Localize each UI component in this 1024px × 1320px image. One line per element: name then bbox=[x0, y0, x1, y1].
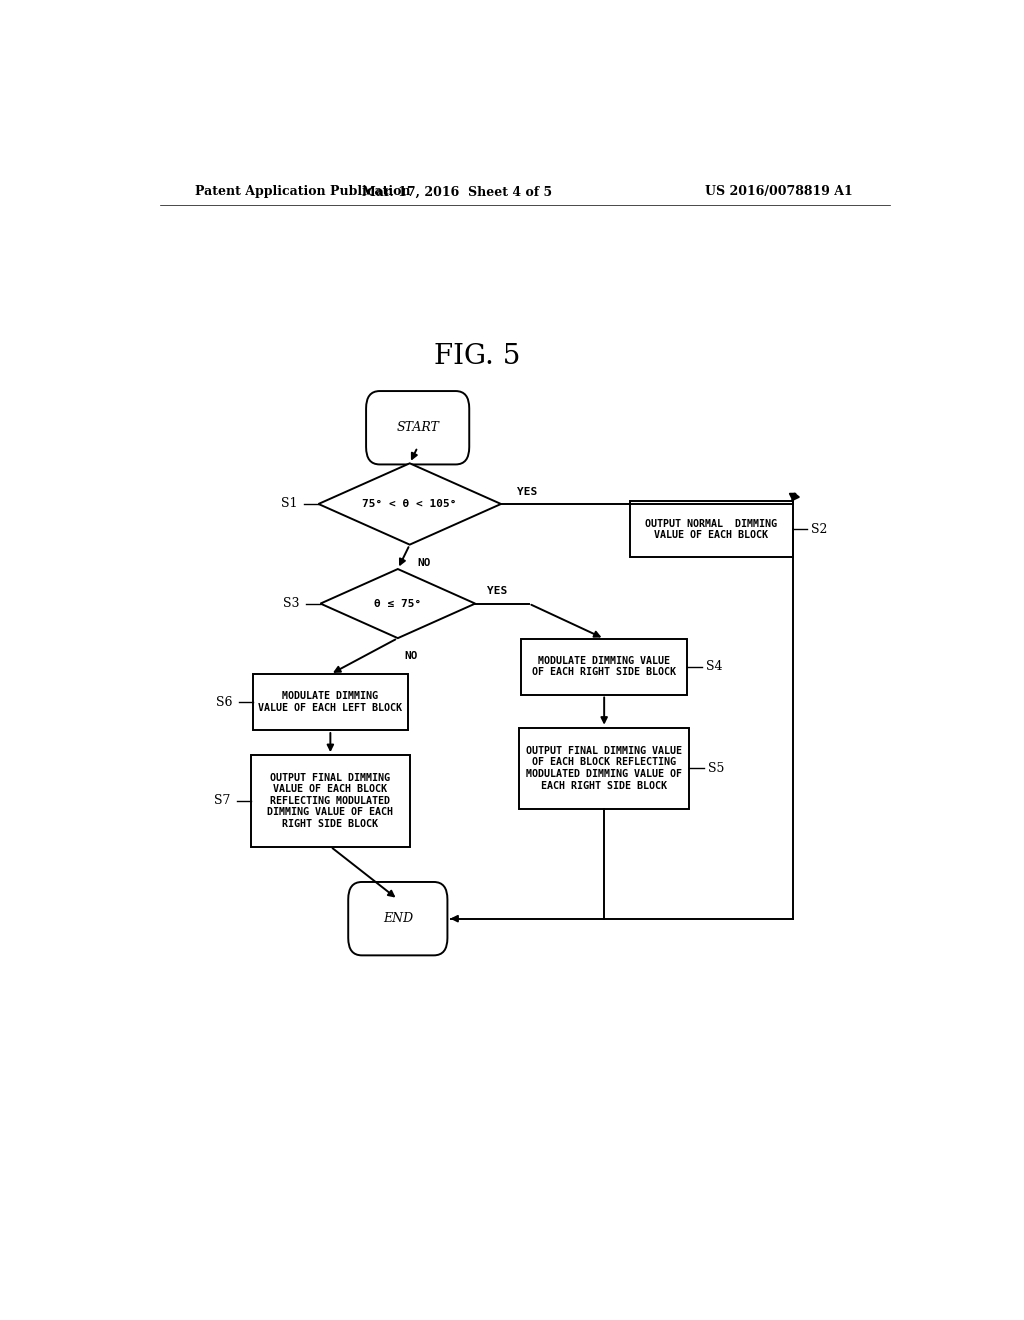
FancyBboxPatch shape bbox=[348, 882, 447, 956]
Text: US 2016/0078819 A1: US 2016/0078819 A1 bbox=[705, 185, 853, 198]
Text: S5: S5 bbox=[708, 762, 724, 775]
Text: S4: S4 bbox=[706, 660, 722, 673]
Text: NO: NO bbox=[404, 652, 418, 661]
Text: 75° < θ < 105°: 75° < θ < 105° bbox=[362, 499, 457, 510]
Text: FIG. 5: FIG. 5 bbox=[434, 343, 520, 370]
Polygon shape bbox=[321, 569, 475, 638]
Text: OUTPUT NORMAL  DIMMING
VALUE OF EACH BLOCK: OUTPUT NORMAL DIMMING VALUE OF EACH BLOC… bbox=[645, 519, 777, 540]
FancyBboxPatch shape bbox=[367, 391, 469, 465]
Text: NO: NO bbox=[418, 558, 431, 568]
Text: OUTPUT FINAL DIMMING VALUE
OF EACH BLOCK REFLECTING
MODULATED DIMMING VALUE OF
E: OUTPUT FINAL DIMMING VALUE OF EACH BLOCK… bbox=[526, 746, 682, 791]
Text: OUTPUT FINAL DIMMING
VALUE OF EACH BLOCK
REFLECTING MODULATED
DIMMING VALUE OF E: OUTPUT FINAL DIMMING VALUE OF EACH BLOCK… bbox=[267, 772, 393, 829]
Text: Patent Application Publication: Patent Application Publication bbox=[196, 185, 411, 198]
Text: START: START bbox=[396, 421, 439, 434]
Text: MODULATE DIMMING VALUE
OF EACH RIGHT SIDE BLOCK: MODULATE DIMMING VALUE OF EACH RIGHT SID… bbox=[532, 656, 676, 677]
Text: YES: YES bbox=[517, 487, 538, 496]
Polygon shape bbox=[318, 463, 501, 545]
Bar bbox=[630, 502, 793, 557]
Text: YES: YES bbox=[487, 586, 507, 597]
Bar bbox=[253, 675, 408, 730]
Text: θ ≤ 75°: θ ≤ 75° bbox=[374, 598, 422, 609]
Text: S6: S6 bbox=[216, 696, 232, 709]
Bar bbox=[521, 639, 687, 694]
Text: END: END bbox=[383, 912, 413, 925]
Text: S7: S7 bbox=[214, 795, 230, 808]
Text: S1: S1 bbox=[282, 498, 298, 511]
Bar bbox=[519, 727, 689, 809]
Text: S3: S3 bbox=[284, 597, 300, 610]
Text: Mar. 17, 2016  Sheet 4 of 5: Mar. 17, 2016 Sheet 4 of 5 bbox=[362, 185, 552, 198]
Text: S2: S2 bbox=[811, 523, 827, 536]
Text: MODULATE DIMMING
VALUE OF EACH LEFT BLOCK: MODULATE DIMMING VALUE OF EACH LEFT BLOC… bbox=[258, 692, 402, 713]
Bar bbox=[251, 755, 410, 846]
